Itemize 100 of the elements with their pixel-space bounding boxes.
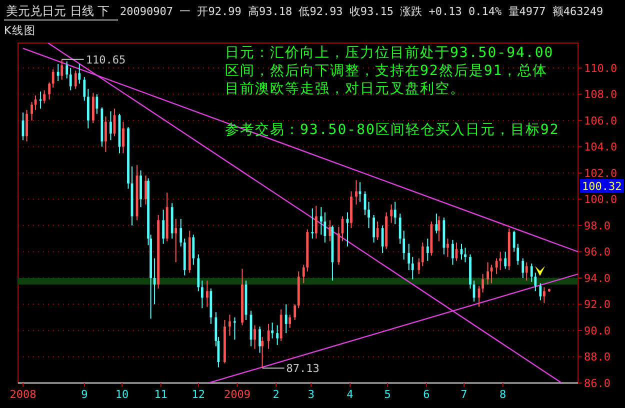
annotation: 87.13 <box>286 362 320 376</box>
candlestick <box>200 280 204 309</box>
candlestick <box>294 304 296 320</box>
candlestick <box>418 258 420 275</box>
candlestick <box>110 110 112 141</box>
candlestick <box>328 220 332 242</box>
candlestick <box>153 258 156 305</box>
candlestick <box>288 314 292 328</box>
x-tick-label: 2 <box>272 388 280 401</box>
candlestick <box>74 70 77 90</box>
candlestick <box>381 224 384 254</box>
candlestick <box>311 208 314 240</box>
candlestick <box>402 230 406 260</box>
candlestick <box>482 274 484 293</box>
candlestick <box>368 201 370 229</box>
y-tick-label: 106.0 <box>584 114 618 128</box>
candlestick <box>512 230 516 252</box>
y-tick-label: 98.0 <box>584 219 610 232</box>
candlestick <box>66 60 68 79</box>
candlestick <box>228 314 231 336</box>
candlestick <box>280 308 282 342</box>
candlestick <box>261 336 264 369</box>
candlestick <box>355 180 358 205</box>
candlestick <box>302 264 305 284</box>
candlestick <box>104 116 107 152</box>
candlestick <box>398 213 402 244</box>
candlestick <box>324 212 326 244</box>
candlestick <box>192 234 195 266</box>
candlestick <box>69 67 72 91</box>
y-tick-label: 92.0 <box>584 298 610 312</box>
x-tick-label: 7 <box>460 388 468 401</box>
candlestick <box>206 280 208 308</box>
candlestick <box>421 242 424 267</box>
y-tick-label: 94.0 <box>584 272 610 285</box>
candlestick <box>144 175 147 205</box>
candlestick <box>43 90 46 104</box>
candlestick <box>271 322 274 339</box>
candlestick <box>446 238 449 258</box>
candlestick <box>174 218 178 263</box>
x-tick-label: 9 <box>81 388 88 401</box>
y-tick-label: 90.0 <box>584 324 610 338</box>
candlestick <box>490 264 493 284</box>
candlestick <box>122 121 124 154</box>
candlestick <box>162 209 165 244</box>
candlestick <box>499 251 502 271</box>
x-tick-label: 10 <box>115 388 129 401</box>
candlestick <box>52 68 54 88</box>
annotation: 日元：汇价向上，压力位目前处于93.50-94.00区间，然后向下调整，支持在92然后是91，总体目前澳欧等走强，对日元叉盘利空。 <box>225 44 555 98</box>
candlestick <box>390 204 393 224</box>
text: K线图 <box>4 23 38 39</box>
candlestick <box>276 324 279 346</box>
candlestick <box>180 218 182 247</box>
candlestick <box>464 247 466 263</box>
candlestick <box>140 170 142 208</box>
candlestick <box>525 262 528 282</box>
candlestick <box>495 258 498 275</box>
candlestick <box>254 324 256 350</box>
candlestick <box>96 94 98 114</box>
candlestick <box>56 64 60 82</box>
candlestick <box>376 221 379 240</box>
candlestick <box>284 304 288 334</box>
candlestick <box>267 323 270 350</box>
candlestick <box>39 91 42 110</box>
y-tick-label: 108.0 <box>584 88 618 102</box>
x-tick-label: 12 <box>192 388 206 401</box>
candlestick <box>435 213 438 234</box>
candlestick <box>92 92 94 124</box>
x-tick-label: 6 <box>423 388 430 401</box>
candlestick <box>48 82 51 100</box>
y-tick-label: 88.0 <box>584 350 610 364</box>
candlestick <box>539 282 542 301</box>
y-tick-label: 102.0 <box>584 166 618 180</box>
y-tick-label: 100.0 <box>584 193 618 206</box>
y-tick-label: 96.0 <box>584 246 610 259</box>
candlestick <box>258 326 261 354</box>
candlestick <box>320 206 322 236</box>
candlestick <box>26 109 28 142</box>
candlestick <box>314 205 318 240</box>
x-tick-label: 4 <box>346 388 354 401</box>
candlestick <box>78 64 81 84</box>
candlestick <box>516 243 520 266</box>
candlestick <box>542 286 546 304</box>
candlestick <box>60 58 64 80</box>
y-tick-label: 86.0 <box>584 377 610 390</box>
x-tick-label: 8 <box>500 388 506 401</box>
candlestick <box>534 272 537 292</box>
x-tick-label: 2008 <box>10 388 36 401</box>
header: 美元兑日元 日线 下 20090907 一 开92.99 高93.18 低92.93 收93.15 涨跌 +0.13 0.14% 量4977 额463249 <box>6 4 604 18</box>
candlestick <box>394 201 396 225</box>
candlestick <box>530 263 533 282</box>
y-tick-label: 104.0 <box>584 140 618 154</box>
y-tick-label: 110.0 <box>584 62 618 75</box>
candlestick <box>408 243 410 271</box>
candlestick <box>452 239 454 266</box>
candlestick <box>83 76 86 102</box>
candlestick <box>486 262 489 286</box>
x-tick-label: 3 <box>308 388 314 401</box>
candlestick <box>86 88 90 129</box>
candlestick <box>426 238 429 262</box>
x-tick-label: 5 <box>384 388 391 401</box>
